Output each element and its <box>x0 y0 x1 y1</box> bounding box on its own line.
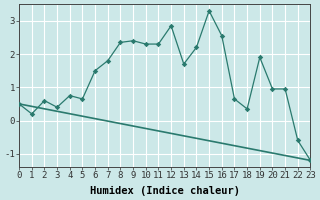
X-axis label: Humidex (Indice chaleur): Humidex (Indice chaleur) <box>90 186 240 196</box>
